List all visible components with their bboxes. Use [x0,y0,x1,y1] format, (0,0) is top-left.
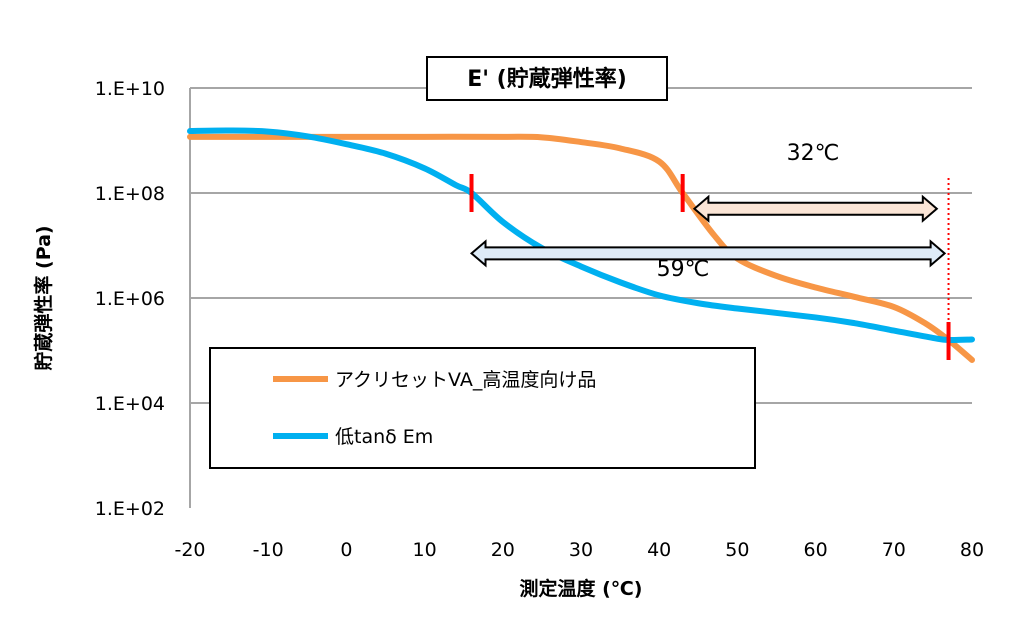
legend: アクリセットVA_高温度向け品 低tanδ Em [209,347,756,469]
legend-label-1: 低tanδ Em [335,426,433,448]
x-tick-label: 0 [340,539,352,561]
range-arrow-59 [469,239,947,268]
range-arrow-59-label: 59℃ [657,257,710,282]
y-tick-label: 1.E+02 [95,498,165,520]
chart-title: E' (貯蔵弾性率) [467,66,627,92]
y-tick-label: 1.E+06 [95,288,165,310]
x-axis-label: 測定温度 (℃) [520,577,643,600]
x-tick-label: 70 [882,539,906,561]
x-tick-label: 20 [491,539,515,561]
legend-label-0: アクリセットVA_高温度向け品 [335,369,596,391]
range-arrow-32 [692,194,939,223]
y-axis-label: 貯蔵弾性率 (Pa) [32,225,55,370]
x-tick-label: 60 [804,539,828,561]
series-line-0 [187,133,975,363]
y-tick-label: 1.E+04 [95,393,165,415]
range-arrow-32-label: 32℃ [787,141,840,166]
x-tick-label: 10 [413,539,437,561]
x-tick-label: 50 [725,539,749,561]
x-tick-label: -10 [253,539,284,561]
x-tick-label: 80 [960,539,984,561]
x-tick-label: 40 [647,539,671,561]
y-tick-label: 1.E+08 [95,183,165,205]
chart-title-box: E' (貯蔵弾性率) [426,56,668,101]
x-tick-label: 30 [569,539,593,561]
x-tick-label: -20 [174,539,205,561]
y-tick-label: 1.E+10 [95,78,165,100]
series-line-1 [187,127,975,344]
